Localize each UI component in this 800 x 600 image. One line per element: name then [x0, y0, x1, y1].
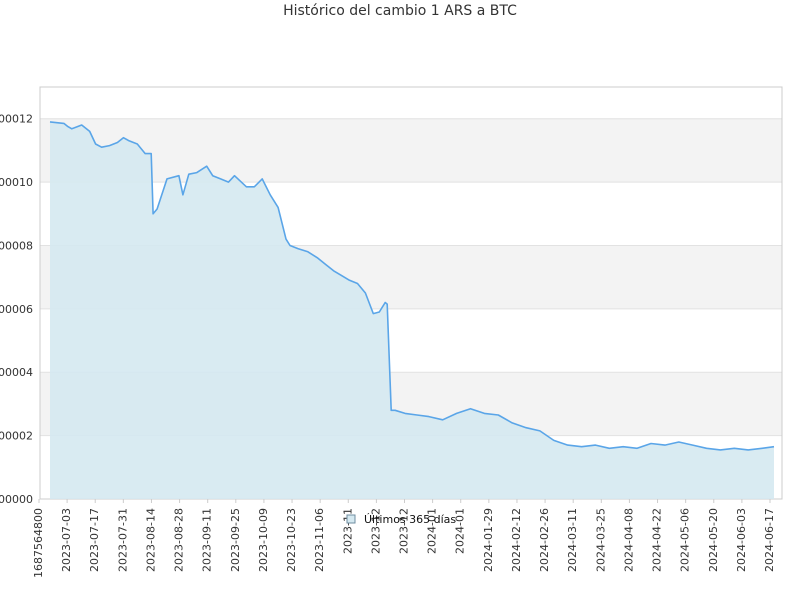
x-tick-label: 2023-07-03 [60, 508, 73, 572]
x-tick-label: 2024-03-25 [594, 508, 607, 572]
x-tick-label: 2023-09-25 [229, 508, 242, 572]
chart-title: Histórico del cambio 1 ARS a BTC [283, 3, 517, 19]
x-tick-label: 2024-06-03 [735, 508, 748, 572]
x-tick-label: 2023-10-09 [257, 508, 270, 572]
plot-area [39, 86, 783, 500]
x-tick-label: 2023-12 [369, 508, 382, 554]
x-tick-label: 2024-01 [454, 508, 467, 554]
y-tick-label: 000006 [0, 303, 33, 316]
x-tick-label: 2024-05-06 [679, 508, 692, 572]
x-tick-label: 1687564800 [32, 508, 45, 578]
x-tick-label: 2024-06-17 [763, 508, 776, 572]
x-tick-label: 2024-02-26 [538, 508, 551, 572]
series-line [49, 121, 775, 451]
x-tick-label: 2024-01 [426, 508, 439, 554]
y-tick-label: 000004 [0, 366, 33, 379]
x-tick-label: 2023-09-11 [201, 508, 214, 572]
x-tick-label: 2023-08-14 [144, 508, 157, 572]
x-axis: 1687564800 2023-07-03 2023-07-17 2023-07-31… [32, 499, 776, 578]
y-tick-label: 000008 [0, 239, 33, 252]
legend[interactable]: Últimos 365 días [346, 513, 456, 526]
legend-swatch [346, 514, 356, 524]
x-tick-label: 2024-05-20 [707, 508, 720, 572]
x-tick-label: 2023-07-17 [88, 508, 101, 572]
legend-label: Últimos 365 días [364, 513, 456, 526]
grid-band [40, 87, 782, 119]
x-tick-label: 2024-01-29 [482, 508, 495, 572]
x-tick-label: 2024-04-08 [622, 508, 635, 572]
x-tick-label: 2023-10-23 [285, 508, 298, 572]
x-tick-label: 2024-03-11 [566, 508, 579, 572]
series-area [50, 121, 774, 500]
x-tick-label: 2023-12 [398, 508, 411, 554]
x-tick-label: 2024-04-22 [651, 508, 664, 572]
y-tick-label: 000010 [0, 176, 33, 189]
x-tick-label: 2023-07-31 [116, 508, 129, 572]
x-tick-label: 2023-08-28 [173, 508, 186, 572]
grid-band [40, 118, 782, 183]
x-tick-label: 2023-11-06 [313, 508, 326, 572]
x-tick-label: 2024-02-12 [510, 508, 523, 572]
